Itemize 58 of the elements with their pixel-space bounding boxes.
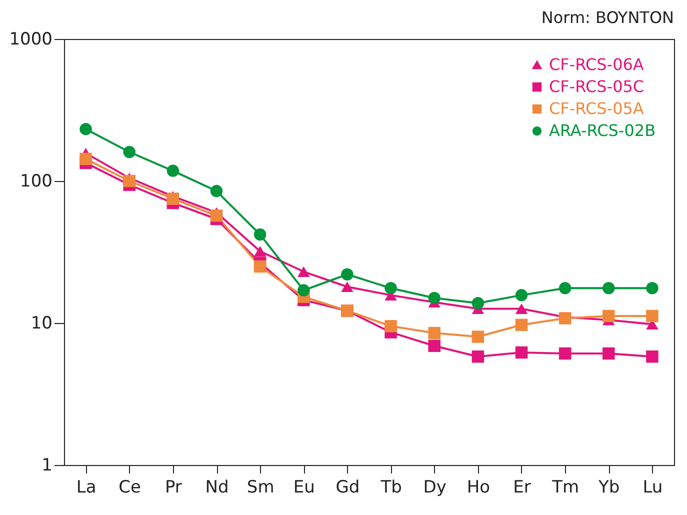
point (166, 164, 180, 177)
x-tick-label: Tb (380, 478, 402, 498)
point (515, 346, 528, 359)
point (602, 310, 615, 322)
legend-label: ARA-RCS-02B (549, 121, 656, 140)
x-tick-label: Yb (598, 478, 620, 498)
legend-label: CF-RCS-05C (549, 77, 644, 96)
point (123, 146, 136, 158)
point (602, 347, 615, 360)
x-tick-label: Tm (551, 478, 580, 498)
point (558, 282, 572, 294)
point (254, 260, 266, 273)
x-tick-label: Er (513, 478, 531, 498)
point (646, 350, 658, 363)
point (254, 246, 266, 257)
point (558, 347, 572, 360)
x-tick-label: Sm (246, 478, 274, 498)
legend-label: CF-RCS-06A (549, 55, 644, 74)
point (80, 122, 92, 136)
point (341, 281, 354, 292)
point (428, 326, 440, 340)
x-tick-label: Ce (118, 478, 142, 498)
point (472, 330, 484, 343)
point (166, 192, 180, 205)
point (298, 284, 310, 296)
x-tick-label: Dy (423, 478, 446, 498)
point (254, 228, 266, 241)
point (646, 282, 658, 294)
point (646, 310, 658, 322)
x-tick-label: Eu (293, 478, 315, 498)
point (472, 350, 484, 363)
point (428, 340, 440, 352)
point (123, 174, 136, 188)
y-tick-label: 1 (42, 456, 52, 476)
point (298, 266, 310, 277)
point (341, 268, 354, 280)
x-tick-label: Ho (466, 478, 490, 498)
point (210, 184, 223, 198)
point (602, 282, 615, 294)
point (80, 152, 92, 166)
point (472, 297, 484, 310)
point (384, 282, 397, 294)
y-tick-label: 10 (30, 314, 52, 334)
point (515, 289, 528, 302)
y-tick-label: 1000 (9, 30, 52, 50)
point (515, 318, 528, 331)
y-tick-label: 100 (20, 172, 52, 192)
point (428, 292, 440, 304)
point (384, 320, 397, 332)
legend-label: CF-RCS-05A (549, 99, 644, 118)
x-tick-label: Pr (164, 478, 182, 498)
point (210, 210, 223, 222)
x-tick-label: La (76, 478, 96, 498)
chart-subtitle: Norm: BOYNTON (541, 8, 674, 27)
x-tick-label: Gd (336, 478, 360, 498)
point (515, 303, 528, 314)
x-tick-label: Nd (205, 478, 229, 498)
x-tick-label: Lu (642, 478, 663, 498)
